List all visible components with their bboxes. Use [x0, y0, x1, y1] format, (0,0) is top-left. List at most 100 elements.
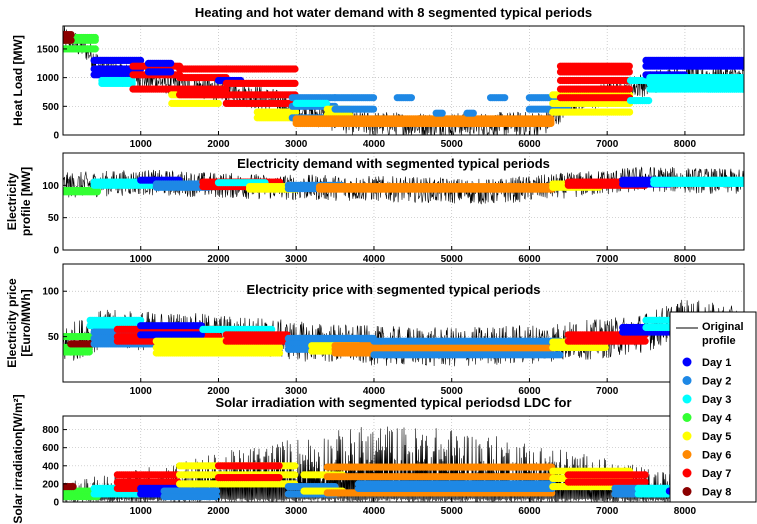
segment-day-1 — [137, 322, 205, 339]
segment-day-7 — [564, 331, 649, 345]
segment-day-3 — [704, 76, 744, 93]
segment-day-3 — [90, 178, 159, 189]
data-point-day-2 — [469, 109, 477, 117]
segment-day-2 — [463, 109, 477, 117]
y-axis-label: [Euro/MWh] — [19, 289, 33, 356]
data-point-day-3 — [322, 99, 331, 107]
y-tick-label: 100 — [42, 181, 59, 192]
segment-day-3 — [292, 99, 331, 107]
x-tick-label: 6000 — [518, 254, 541, 265]
y-axis-label: Heat Load [MW] — [11, 35, 25, 126]
y-tick-label: 500 — [42, 102, 59, 113]
chart-title: Electricity price with segmented typical… — [246, 282, 540, 297]
x-tick-label: 4000 — [363, 386, 386, 397]
data-point-day-7 — [291, 65, 299, 73]
x-tick-label: 6000 — [518, 386, 541, 397]
x-tick-label: 1000 — [130, 254, 153, 265]
x-tick-label: 7000 — [596, 254, 619, 265]
data-point-day-4 — [85, 348, 93, 356]
plot-area — [63, 426, 744, 502]
data-point-day-8 — [69, 483, 77, 491]
data-point-day-5 — [601, 343, 609, 352]
segment-day-4 — [63, 333, 93, 356]
data-point-day-5 — [626, 108, 634, 116]
plot-area — [63, 26, 744, 135]
data-point-day-6 — [547, 119, 555, 128]
segment-day-5 — [152, 337, 284, 357]
segment-day-3 — [98, 76, 136, 87]
chart-panel-1: 1000 2000 3000 4000 5000 6000 7000 800005001000… — [11, 5, 745, 150]
segment-day-6 — [292, 115, 555, 128]
segment-day-3 — [199, 325, 276, 333]
segment-day-2 — [331, 94, 378, 113]
data-point-day-1 — [739, 56, 744, 64]
y-tick-label: 1000 — [37, 73, 60, 84]
segment-day-8 — [63, 483, 77, 491]
segment-day-4 — [63, 186, 101, 196]
data-point-day-3 — [268, 325, 276, 333]
data-point-day-7 — [291, 79, 299, 87]
data-point-day-3 — [645, 97, 653, 105]
y-tick-label: 50 — [48, 213, 60, 224]
data-point-day-2 — [438, 109, 446, 117]
x-tick-label: 4000 — [363, 254, 386, 265]
x-tick-label: 3000 — [285, 386, 308, 397]
data-point-day-2 — [369, 105, 378, 113]
data-point-day-3 — [739, 76, 744, 85]
segment-day-2 — [160, 487, 221, 501]
chart-title: Heating and hot water demand with 8 segm… — [195, 5, 592, 20]
data-point-day-3 — [739, 85, 744, 93]
x-tick-label: 1000 — [130, 386, 153, 397]
data-point-day-7 — [222, 85, 230, 93]
data-point-day-2 — [213, 487, 221, 495]
chart-panel-4: 1000 2000 3000 4000 5000 6000 7000 800002004006… — [11, 394, 745, 524]
segment-day-3 — [626, 76, 653, 105]
data-point-day-7 — [625, 85, 633, 93]
x-tick-label: 2000 — [207, 254, 230, 265]
data-point-day-3 — [739, 179, 744, 187]
data-point-day-5 — [214, 99, 222, 107]
segment-day-7 — [222, 65, 299, 107]
data-point-day-4 — [93, 188, 101, 196]
segment-day-2 — [432, 109, 446, 117]
x-tick-label: 5000 — [441, 139, 464, 150]
chart-panel-2: 1000 2000 3000 4000 5000 6000 7000 8000050100El… — [5, 152, 745, 265]
data-point-day-1 — [167, 68, 175, 76]
data-point-day-1 — [167, 59, 175, 67]
y-tick-label: 0 — [53, 246, 59, 257]
y-tick-label: 50 — [48, 332, 60, 343]
y-tick-label: 100 — [42, 287, 59, 298]
segment-day-2 — [370, 337, 564, 359]
x-tick-label: 8000 — [674, 139, 697, 150]
segment-day-1 — [144, 59, 175, 76]
data-point-day-1 — [197, 331, 205, 339]
segment-day-3 — [650, 176, 744, 187]
data-point-day-2 — [213, 493, 221, 501]
axes-box — [62, 152, 745, 251]
plot-area — [63, 166, 744, 205]
y-axis-label: Electricity price — [5, 278, 19, 368]
y-tick-label: 1500 — [37, 44, 60, 55]
data-point-day-7 — [625, 68, 633, 76]
data-point-day-2 — [501, 94, 509, 102]
data-point-day-8 — [67, 36, 75, 44]
x-tick-label: 2000 — [207, 139, 230, 150]
data-point-day-5 — [276, 349, 284, 357]
plot-area — [63, 299, 744, 367]
data-point-day-4 — [91, 36, 99, 44]
y-tick-label: 0 — [53, 131, 59, 142]
data-point-day-1 — [739, 62, 744, 70]
segment-day-1 — [681, 56, 744, 70]
segment-day-2 — [393, 94, 415, 102]
segment-day-4 — [63, 487, 101, 501]
segment-day-7 — [556, 62, 633, 102]
data-point-day-3 — [137, 316, 145, 324]
x-tick-label: 7000 — [596, 139, 619, 150]
segment-day-2 — [487, 94, 509, 102]
data-point-day-4 — [91, 45, 99, 53]
data-point-day-7 — [625, 62, 633, 70]
x-tick-label: 2000 — [207, 386, 230, 397]
data-point-day-3 — [128, 79, 136, 87]
x-tick-label: 1000 — [130, 139, 153, 150]
